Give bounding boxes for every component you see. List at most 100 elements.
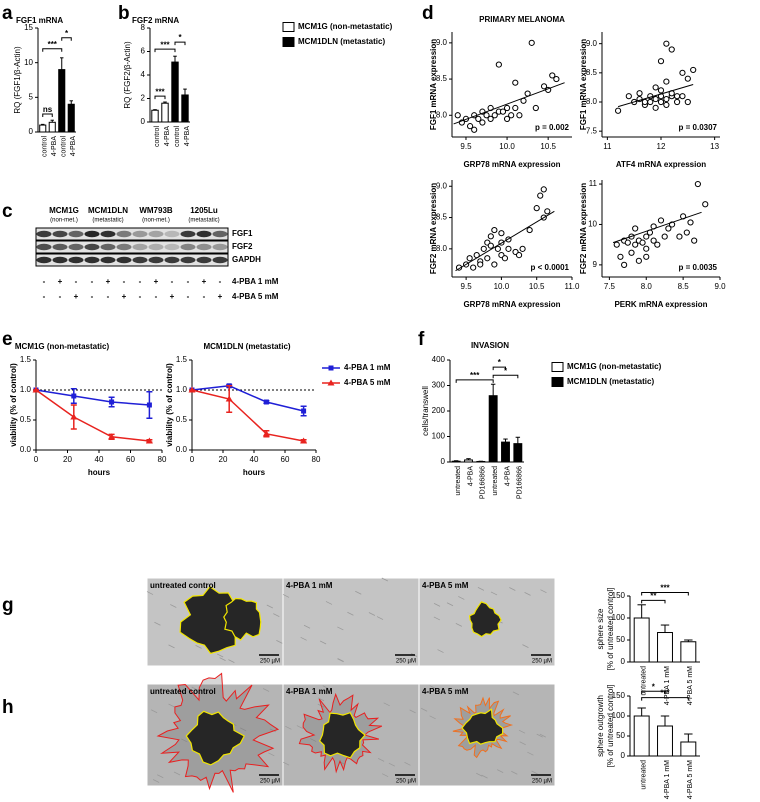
bar xyxy=(171,61,179,123)
condition-label: 4-PBA 1 mM xyxy=(286,687,333,696)
treatment-sign: - xyxy=(43,292,46,301)
marker xyxy=(145,437,153,444)
blot-band xyxy=(100,230,116,238)
texture xyxy=(437,649,444,653)
scatter-point xyxy=(679,69,686,76)
texture xyxy=(368,612,376,616)
blot-band xyxy=(36,243,52,251)
bar xyxy=(657,632,673,663)
blot-band xyxy=(84,256,100,264)
chart-title: FGF1 mRNA xyxy=(16,16,63,25)
texture xyxy=(296,725,304,729)
legend-label: 4-PBA 5 mM xyxy=(344,378,391,387)
cell-line-status: (non-met.) xyxy=(142,218,170,224)
texture xyxy=(458,596,465,600)
x-tick-label: 4-PBA xyxy=(70,136,77,157)
texture xyxy=(303,624,311,629)
x-tick-label: 4-PBA 5 mM xyxy=(687,666,694,705)
significance-label: *** xyxy=(155,87,165,96)
marker xyxy=(109,399,115,405)
treatment-sign: - xyxy=(155,292,158,301)
scatter-point xyxy=(479,119,486,126)
treatment-sign: + xyxy=(218,292,223,301)
x-tick-label: 11 xyxy=(603,142,612,151)
blot-band xyxy=(180,256,196,264)
significance-label: * xyxy=(652,682,656,691)
y-tick-label: 2 xyxy=(141,94,146,103)
y-tick-label: 50 xyxy=(616,731,625,740)
texture xyxy=(154,621,161,626)
blot-band xyxy=(196,230,212,238)
marker xyxy=(263,399,269,405)
y-tick-label: 11 xyxy=(589,179,598,188)
x-tick-label: 40 xyxy=(250,455,259,464)
texture xyxy=(168,644,175,649)
texture xyxy=(446,602,454,607)
treatment-sign: - xyxy=(75,277,78,286)
blot-band xyxy=(84,243,100,251)
treatment-label: 4-PBA 5 mM xyxy=(232,292,279,301)
blot-band xyxy=(68,243,84,251)
significance-label: ns xyxy=(43,105,53,114)
treatment-sign: - xyxy=(59,292,62,301)
texture xyxy=(170,604,177,608)
scatter-point xyxy=(494,245,501,252)
panel-letter: e xyxy=(2,329,13,350)
blot-band xyxy=(212,243,228,251)
blot-strip xyxy=(35,240,229,254)
blot-band xyxy=(116,230,132,238)
y-axis-label: FGF2 mRNA expression xyxy=(429,183,438,274)
texture xyxy=(150,709,158,714)
panel-letter: d xyxy=(422,3,434,24)
texture xyxy=(381,577,389,582)
x-tick-label: 11.0 xyxy=(565,282,581,291)
bar xyxy=(48,121,56,133)
texture xyxy=(376,616,384,620)
scatter-point xyxy=(471,126,478,133)
texture xyxy=(481,774,488,779)
scatter-point xyxy=(499,108,507,115)
texture xyxy=(282,761,290,766)
texture xyxy=(146,591,154,595)
scatter-point xyxy=(466,255,473,262)
scale-bar-label: 250 µM xyxy=(260,659,280,665)
y-tick-label: 15 xyxy=(24,23,33,32)
y-axis-label: [% of untreated control] xyxy=(606,685,615,768)
significance-label: *** xyxy=(660,584,670,593)
significance-bracket xyxy=(641,697,689,701)
y-tick-label: 100 xyxy=(432,432,446,441)
y-tick-label: 100 xyxy=(612,711,626,720)
significance-label: *** xyxy=(660,689,670,698)
marker xyxy=(70,413,78,420)
scale-bar-label: 250 µM xyxy=(532,659,552,665)
scatter-point xyxy=(487,233,494,240)
bar xyxy=(151,109,159,123)
x-tick-label: control xyxy=(42,136,49,157)
p-value: p < 0.0001 xyxy=(531,263,570,272)
treatment-sign: - xyxy=(219,277,222,286)
x-tick-label: 60 xyxy=(126,455,135,464)
scatter-point xyxy=(635,257,642,264)
texture xyxy=(518,729,526,734)
legend-marker xyxy=(328,365,334,371)
blot-band xyxy=(148,256,164,264)
bar xyxy=(464,459,473,463)
legend-swatch xyxy=(551,362,564,372)
y-tick-label: 8.0 xyxy=(436,110,448,119)
fit-line xyxy=(455,210,555,272)
panel-letter: h xyxy=(2,697,14,718)
texture xyxy=(476,772,483,777)
y-axis-label: sphere outgrowth xyxy=(596,695,605,757)
x-tick-label: untreated xyxy=(641,666,648,696)
y-tick-label: 8.0 xyxy=(586,97,598,106)
blot-band xyxy=(84,230,100,238)
texture xyxy=(347,611,354,616)
legend-marker xyxy=(327,379,335,386)
y-tick-label: 1.5 xyxy=(20,355,32,364)
cell-line-status: (metastatic) xyxy=(188,218,219,224)
y-tick-label: 0 xyxy=(29,127,34,136)
x-axis-label: GRP78 mRNA expression xyxy=(463,300,560,309)
scatter-point xyxy=(537,192,544,199)
x-tick-label: 80 xyxy=(158,455,167,464)
y-axis-label: RQ (FGF1/β-Actin) xyxy=(13,46,22,114)
